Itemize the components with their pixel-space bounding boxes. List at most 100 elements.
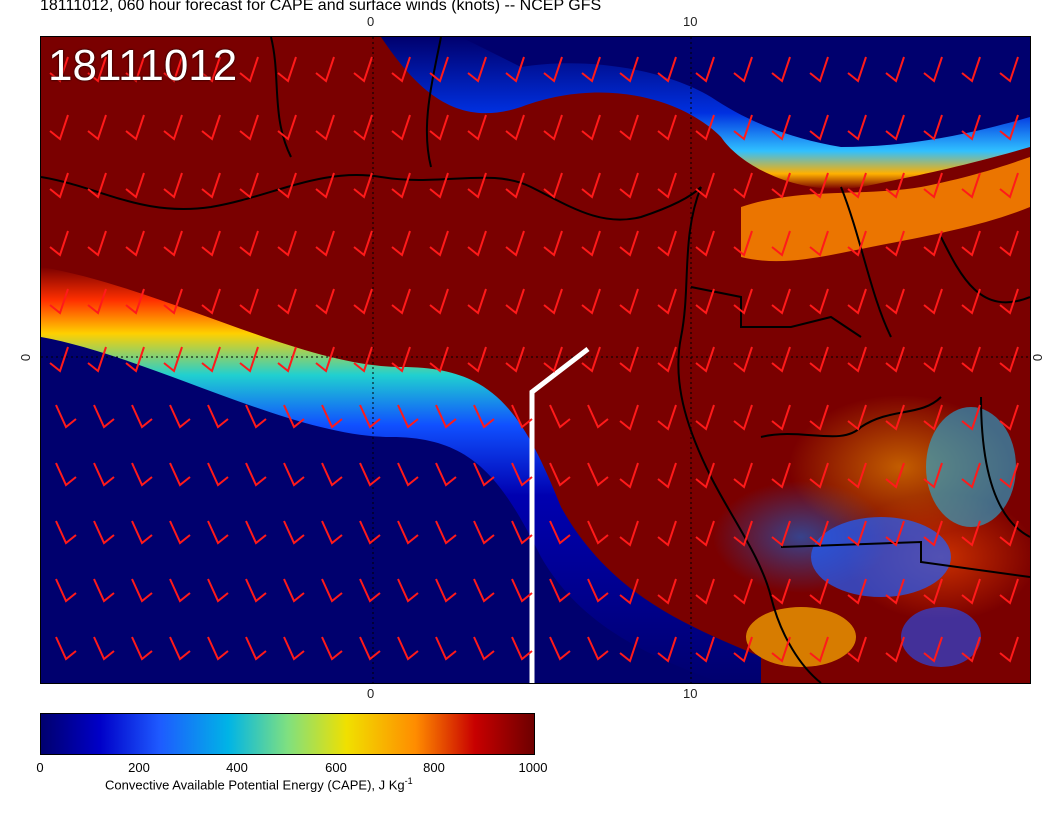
- colorbar-label-text: Convective Available Potential Energy (C…: [105, 777, 405, 793]
- wind-barb: [961, 404, 981, 431]
- wind-barb: [391, 114, 411, 141]
- wind-barb: [131, 578, 153, 603]
- colorbar-tick-200: 200: [128, 760, 150, 775]
- wind-barb: [321, 520, 343, 545]
- bottom-lon-label-0: 0: [367, 686, 375, 701]
- wind-barb: [587, 404, 609, 429]
- wind-barb: [207, 636, 229, 661]
- wind-barb: [657, 288, 677, 315]
- wind-barb: [923, 288, 943, 315]
- wind-barb: [733, 172, 753, 199]
- wind-barb: [239, 230, 259, 257]
- wind-barb: [923, 346, 943, 373]
- wind-barb: [695, 520, 715, 547]
- wind-barb: [923, 56, 943, 83]
- wind-barb: [809, 56, 829, 83]
- wind-barb: [999, 520, 1019, 547]
- wind-barb: [511, 404, 533, 429]
- wind-barb: [695, 462, 715, 489]
- wind-barb: [321, 578, 343, 603]
- wind-barb: [885, 346, 905, 373]
- wind-barb: [163, 288, 183, 315]
- wind-barb: [619, 288, 639, 315]
- wind-barb: [55, 404, 77, 429]
- wind-barb: [543, 230, 563, 257]
- wind-barb: [695, 578, 715, 605]
- wind-barb: [885, 578, 905, 605]
- wind-barb: [163, 56, 183, 83]
- wind-barb: [549, 462, 571, 487]
- wind-barb: [55, 636, 77, 661]
- wind-barb: [771, 520, 791, 547]
- wind-barb: [93, 520, 115, 545]
- wind-barb: [581, 56, 601, 83]
- wind-barb: [93, 462, 115, 487]
- wind-barb: [809, 230, 829, 257]
- wind-barb: [169, 578, 191, 603]
- wind-barb: [467, 230, 487, 257]
- wind-barb: [543, 346, 563, 373]
- wind-barb: [505, 172, 525, 199]
- wind-barb: [169, 520, 191, 545]
- colorbar-tick-400: 400: [226, 760, 248, 775]
- wind-barb: [619, 56, 639, 83]
- wind-barb: [315, 172, 335, 199]
- wind-barb: [277, 172, 297, 199]
- wind-barb: [809, 462, 829, 489]
- top-lon-label-0: 0: [367, 14, 375, 29]
- wind-barb: [467, 288, 487, 315]
- wind-barb: [587, 578, 609, 603]
- wind-barb: [657, 114, 677, 141]
- wind-barb: [397, 520, 419, 545]
- wind-barb: [847, 404, 867, 431]
- wind-barb: [587, 636, 609, 661]
- wind-barb: [87, 56, 107, 83]
- wind-barb: [169, 462, 191, 487]
- wind-barb: [581, 288, 601, 315]
- wind-barb: [847, 462, 867, 489]
- wind-barb: [505, 288, 525, 315]
- wind-barb: [55, 578, 77, 603]
- wind-barb: [163, 346, 183, 373]
- wind-barb: [277, 56, 297, 83]
- colorbar-tick-600: 600: [325, 760, 347, 775]
- wind-barb: [283, 520, 305, 545]
- wind-barb: [923, 462, 943, 489]
- wind-barb: [391, 56, 411, 83]
- wind-barb: [657, 346, 677, 373]
- wind-barb: [581, 114, 601, 141]
- wind-barb: [695, 230, 715, 257]
- wind-barb: [619, 346, 639, 373]
- wind-barb: [207, 520, 229, 545]
- wind-barb: [999, 114, 1019, 141]
- wind-barb: [923, 520, 943, 547]
- wind-barb: [961, 578, 981, 605]
- wind-barb: [587, 462, 609, 487]
- wind-barb: [809, 636, 829, 663]
- wind-barb: [771, 346, 791, 373]
- cape-map: [40, 36, 1031, 684]
- wind-barb: [55, 462, 77, 487]
- wind-barb: [201, 56, 221, 83]
- wind-barb: [847, 114, 867, 141]
- wind-barb: [93, 404, 115, 429]
- wind-barb: [239, 172, 259, 199]
- wind-barb: [473, 462, 495, 487]
- wind-barb: [549, 578, 571, 603]
- wind-barb: [809, 578, 829, 605]
- wind-barb: [549, 636, 571, 661]
- wind-barb: [467, 56, 487, 83]
- figure-title: 18111012, 060 hour forecast for CAPE and…: [40, 0, 602, 14]
- wind-barb: [429, 56, 449, 83]
- wind-barb: [999, 636, 1019, 663]
- wind-barb: [125, 346, 145, 373]
- wind-barb: [923, 404, 943, 431]
- wind-barb: [961, 230, 981, 257]
- wind-barb: [847, 578, 867, 605]
- wind-barb: [733, 636, 753, 663]
- wind-barb: [49, 114, 69, 141]
- wind-barb: [87, 114, 107, 141]
- wind-barb: [657, 636, 677, 663]
- wind-barb: [505, 346, 525, 373]
- wind-barb: [353, 230, 373, 257]
